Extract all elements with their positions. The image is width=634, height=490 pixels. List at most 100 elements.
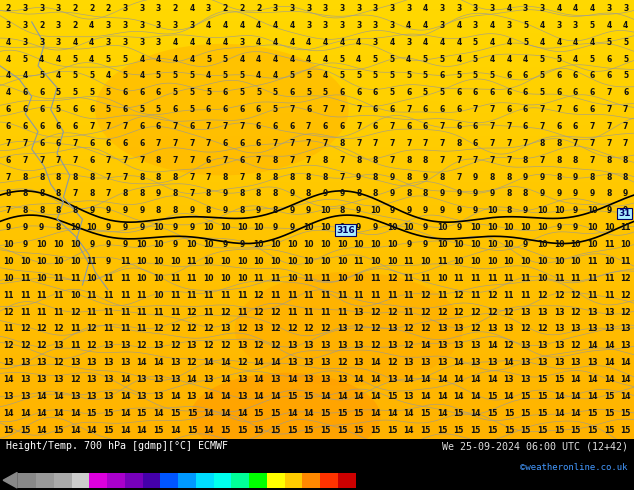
Text: 10: 10 (354, 274, 364, 283)
Text: 8: 8 (540, 139, 545, 148)
Text: 6: 6 (122, 105, 128, 114)
Text: 6: 6 (590, 72, 595, 80)
Text: 13: 13 (304, 375, 314, 384)
Text: 3: 3 (172, 21, 178, 30)
Text: 9: 9 (89, 206, 94, 215)
Text: 9: 9 (356, 206, 361, 215)
Text: 4: 4 (172, 38, 178, 47)
Text: 14: 14 (70, 426, 81, 435)
Text: 12: 12 (354, 324, 364, 333)
Text: 15: 15 (487, 409, 497, 418)
Text: 13: 13 (354, 358, 364, 367)
Text: 7: 7 (389, 156, 395, 165)
Text: 14: 14 (370, 358, 380, 367)
Text: 5: 5 (439, 54, 444, 64)
Text: 14: 14 (153, 409, 164, 418)
Text: 14: 14 (204, 392, 214, 401)
Text: 316: 316 (336, 226, 355, 235)
Text: 4: 4 (540, 21, 545, 30)
Text: 14: 14 (254, 375, 264, 384)
Text: 9: 9 (39, 223, 44, 232)
Bar (338, 472, 356, 488)
Bar (54, 472, 72, 488)
Text: 3: 3 (156, 38, 161, 47)
Text: 6: 6 (573, 72, 578, 80)
Text: 13: 13 (236, 341, 247, 350)
Text: 13: 13 (453, 324, 464, 333)
Bar (302, 472, 320, 488)
Text: 11: 11 (53, 274, 63, 283)
Text: 8: 8 (373, 172, 378, 182)
Text: 4: 4 (540, 38, 545, 47)
Text: 8: 8 (323, 172, 328, 182)
Text: 12: 12 (153, 324, 164, 333)
Text: 14: 14 (437, 392, 448, 401)
Text: 11: 11 (186, 291, 197, 300)
Text: 6: 6 (623, 88, 628, 98)
Text: 3: 3 (456, 4, 462, 13)
Text: 4: 4 (139, 54, 145, 64)
Text: 15: 15 (587, 409, 597, 418)
Text: 5: 5 (289, 72, 295, 80)
Text: 4: 4 (623, 21, 628, 30)
Text: 10: 10 (320, 223, 330, 232)
Text: 9: 9 (406, 240, 411, 249)
Text: 4: 4 (206, 72, 211, 80)
Text: 3: 3 (356, 4, 361, 13)
Ellipse shape (190, 373, 380, 461)
Text: 8: 8 (556, 172, 562, 182)
Text: 8: 8 (39, 172, 44, 182)
Text: 13: 13 (387, 324, 398, 333)
Text: 10: 10 (537, 206, 548, 215)
Text: 10: 10 (136, 240, 147, 249)
Text: 12: 12 (186, 324, 197, 333)
Text: 14: 14 (170, 392, 181, 401)
Text: 11: 11 (503, 291, 514, 300)
Text: 7: 7 (172, 122, 178, 131)
Text: 8: 8 (273, 206, 278, 215)
Text: Height/Temp. 700 hPa [gdmp][°C] ECMWF: Height/Temp. 700 hPa [gdmp][°C] ECMWF (6, 441, 228, 451)
Text: 10: 10 (571, 257, 581, 266)
Text: 13: 13 (487, 358, 498, 367)
Text: 7: 7 (122, 172, 128, 182)
Text: 5: 5 (240, 72, 245, 80)
Text: 14: 14 (470, 375, 481, 384)
Text: 11: 11 (236, 308, 247, 317)
Text: 5: 5 (72, 88, 77, 98)
Text: 13: 13 (20, 358, 30, 367)
Text: 13: 13 (521, 341, 531, 350)
Text: 13: 13 (153, 375, 164, 384)
Text: 12: 12 (487, 308, 498, 317)
Text: 5: 5 (156, 72, 161, 80)
Text: 10: 10 (304, 240, 314, 249)
Text: 7: 7 (623, 122, 628, 131)
Text: 4: 4 (256, 54, 261, 64)
Text: 7: 7 (506, 122, 512, 131)
Text: 13: 13 (337, 375, 347, 384)
Text: 8: 8 (506, 172, 512, 182)
Text: 10: 10 (86, 223, 97, 232)
Text: 4: 4 (189, 38, 195, 47)
Text: 11: 11 (503, 274, 514, 283)
Text: 6: 6 (373, 105, 378, 114)
Text: 9: 9 (22, 223, 28, 232)
Text: 7: 7 (39, 156, 44, 165)
Text: 10: 10 (503, 223, 514, 232)
Text: 7: 7 (6, 139, 11, 148)
Text: 13: 13 (503, 375, 514, 384)
Text: 4: 4 (523, 54, 528, 64)
Text: 12: 12 (186, 358, 197, 367)
Text: 14: 14 (403, 426, 414, 435)
Text: 10: 10 (503, 240, 514, 249)
Text: 5: 5 (389, 88, 394, 98)
Text: 6: 6 (72, 105, 78, 114)
Text: 8: 8 (506, 206, 512, 215)
Text: 12: 12 (621, 291, 631, 300)
Text: 7: 7 (623, 139, 628, 148)
Text: 5: 5 (406, 72, 411, 80)
Text: 4: 4 (456, 38, 462, 47)
Text: 7: 7 (189, 139, 195, 148)
Text: 10: 10 (136, 257, 147, 266)
Text: 10: 10 (453, 257, 464, 266)
Text: 14: 14 (420, 375, 430, 384)
